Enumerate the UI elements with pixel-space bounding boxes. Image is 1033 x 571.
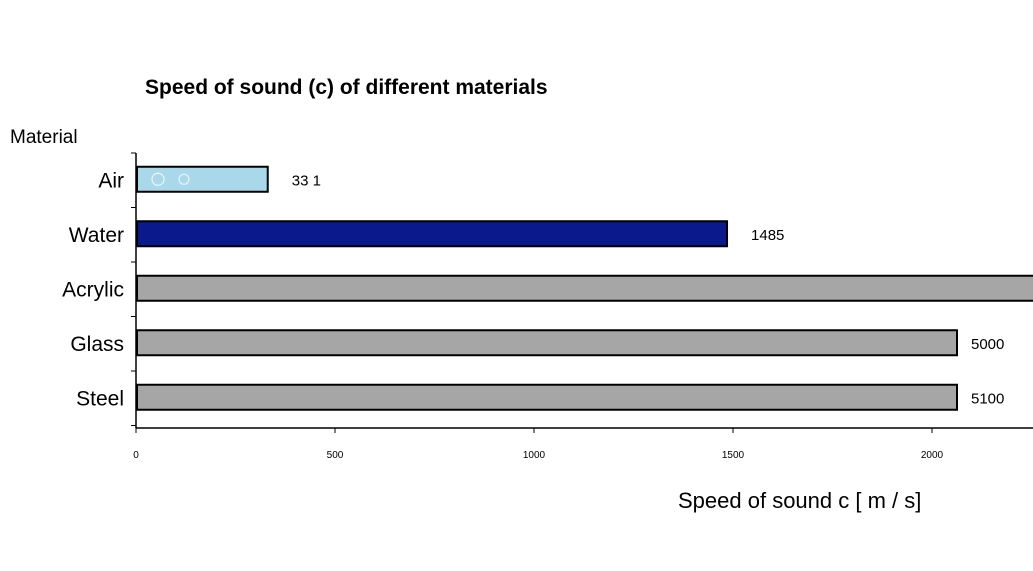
bar-steel — [136, 383, 958, 411]
category-label-acrylic: Acrylic — [62, 278, 124, 301]
category-label-water: Water — [69, 224, 124, 247]
bar-water — [136, 220, 729, 248]
y-axis-title: Material — [10, 127, 78, 148]
chart-title: Speed of sound (c) of different material… — [145, 76, 548, 99]
value-label-water: 1485 — [751, 227, 784, 244]
x-axis-title: Speed of sound c [ m / s] — [678, 488, 921, 513]
x-tick-label-2000: 2000 — [921, 450, 944, 461]
bar-glass — [136, 329, 958, 357]
bar-texture-mark — [178, 173, 190, 185]
bar-texture-mark — [151, 172, 165, 186]
value-label-glass: 5000 — [971, 336, 1004, 353]
x-tick-label-0: 0 — [133, 450, 139, 461]
plot-area: 050010001500200025003000Air33 1Water1485… — [62, 152, 1033, 461]
category-label-air: Air — [98, 169, 124, 192]
category-label-glass: Glass — [70, 333, 124, 356]
x-tick-label-1500: 1500 — [722, 450, 745, 461]
category-label-steel: Steel — [76, 387, 124, 410]
x-tick-label-500: 500 — [327, 450, 344, 461]
x-tick-label-1000: 1000 — [523, 450, 546, 461]
value-label-steel: 5100 — [971, 390, 1004, 407]
value-label-air: 33 1 — [292, 172, 321, 189]
bar-air — [136, 165, 269, 193]
bar-acrylic — [136, 274, 1033, 302]
